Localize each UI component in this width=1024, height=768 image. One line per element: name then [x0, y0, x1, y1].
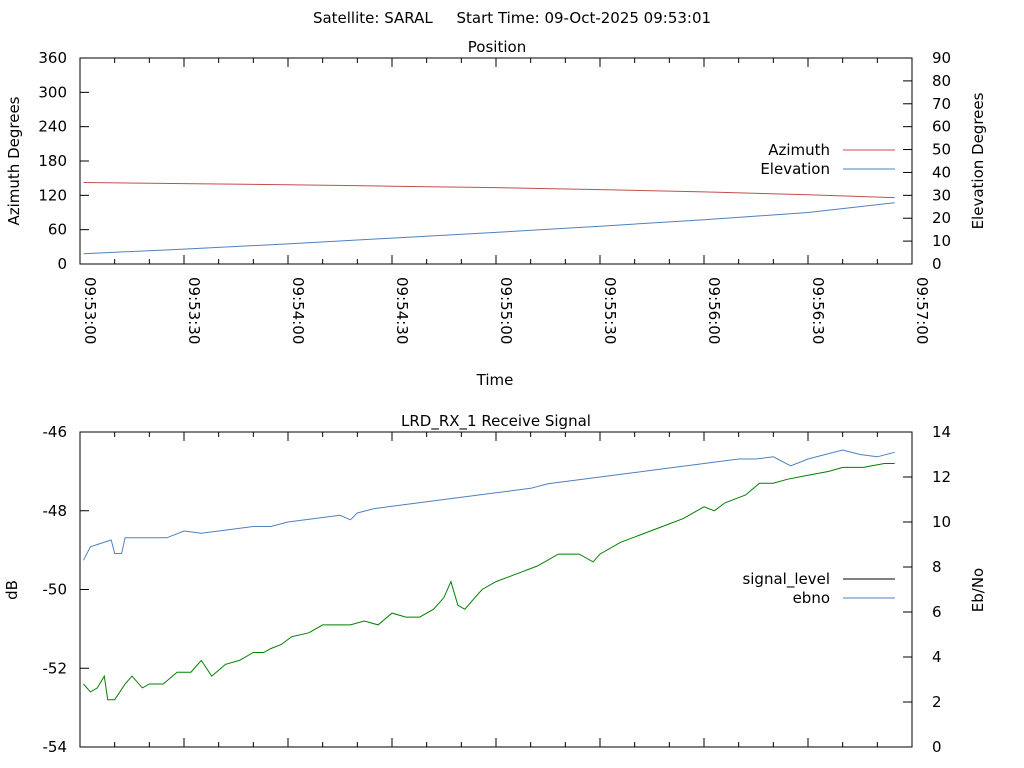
position-y2-tick-label: 60: [932, 118, 951, 136]
position-y2-tick-label: 70: [932, 95, 951, 113]
position-y-tick-label: 0: [57, 255, 67, 273]
position-y-tick-label: 180: [38, 152, 67, 170]
position-y2-tick-label: 30: [932, 186, 951, 204]
position-y2-tick-label: 20: [932, 209, 951, 227]
signal-legend-label: ebno: [793, 589, 830, 607]
position-y-axis-label: Azimuth Degrees: [5, 96, 23, 225]
position-chart: Position 0 60 120 180 240 300 360 0 10 20 30 40 50 60…: [5, 38, 987, 389]
signal-y2-tick-label: 6: [932, 603, 942, 621]
signal-chart: LRD_RX_1 Receive Signal -54 -52 -50 -48 -46 0…: [3, 412, 987, 756]
signal-y-axis-label: dB: [3, 580, 21, 600]
position-y-tick-label: 120: [38, 186, 67, 204]
position-y-tick-label: 60: [48, 221, 67, 239]
signal-legend-label: signal_level: [742, 570, 830, 589]
position-y2-tick-label: 50: [932, 141, 951, 159]
signal-y2-tick-label: 12: [932, 468, 951, 486]
signal-tick-group: -54 -52 -50 -48 -46 0 2 4 6 8 10 12 14: [43, 423, 952, 756]
signal-y-tick-label: -54: [43, 738, 68, 756]
position-legend-label: Elevation: [760, 160, 830, 178]
signal-y-tick-label: -46: [43, 423, 68, 441]
signal-series-group: [83, 449, 895, 701]
position-x-tick-label: 09:56:00: [705, 277, 723, 344]
position-y2-tick-label: 10: [932, 232, 951, 250]
signal-y2-tick-label: 0: [932, 738, 942, 756]
signal-y2-tick-label: 4: [932, 648, 942, 666]
position-y2-axis-label: Elevation Degrees: [969, 92, 987, 229]
position-x-tick-label: 09:55:00: [497, 277, 515, 344]
signal-y-tick-label: -52: [43, 659, 68, 677]
position-y-tick-label: 360: [38, 49, 67, 67]
signal-y2-tick-label: 14: [932, 423, 951, 441]
position-x-tick-label: 09:54:00: [289, 277, 307, 344]
signal-y2-tick-label: 8: [932, 558, 942, 576]
header-title: Satellite: SARAL Start Time: 09-Oct-2025…: [313, 9, 711, 27]
position-x-tick-label: 09:53:00: [81, 277, 99, 344]
position-tick-group: 0 60 120 180 240 300 360 0 10 20 30 40 50 60 70 80 90 09:…: [38, 49, 951, 344]
signal-y2-tick-label: 2: [932, 693, 942, 711]
position-series-group: [83, 182, 895, 255]
position-legend-label: Azimuth: [768, 141, 830, 159]
position-y2-tick-label: 0: [932, 255, 942, 273]
signal-y2-axis-label: Eb/No: [969, 568, 987, 612]
position-x-axis-label: Time: [476, 371, 514, 389]
position-x-tick-label: 09:55:30: [601, 277, 619, 344]
position-chart-title: Position: [468, 38, 526, 56]
position-y2-tick-label: 90: [932, 49, 951, 67]
position-y-tick-label: 300: [38, 83, 67, 101]
signal-series-signal-level: [83, 463, 895, 701]
signal-y-tick-label: -48: [43, 502, 68, 520]
position-series-elevation: [83, 202, 895, 255]
position-y-tick-label: 240: [38, 118, 67, 136]
position-y2-tick-label: 80: [932, 72, 951, 90]
signal-y2-tick-label: 10: [932, 513, 951, 531]
position-y2-tick-label: 40: [932, 163, 951, 181]
position-x-tick-label: 09:54:30: [393, 277, 411, 344]
signal-y-tick-label: -50: [43, 581, 68, 599]
position-x-tick-label: 09:56:30: [809, 277, 827, 344]
signal-series-ebno: [83, 449, 895, 561]
position-series-azimuth: [83, 182, 895, 199]
position-x-tick-label: 09:53:30: [185, 277, 203, 344]
position-x-tick-label: 09:57:00: [913, 277, 931, 344]
signal-chart-title: LRD_RX_1 Receive Signal: [401, 412, 591, 431]
